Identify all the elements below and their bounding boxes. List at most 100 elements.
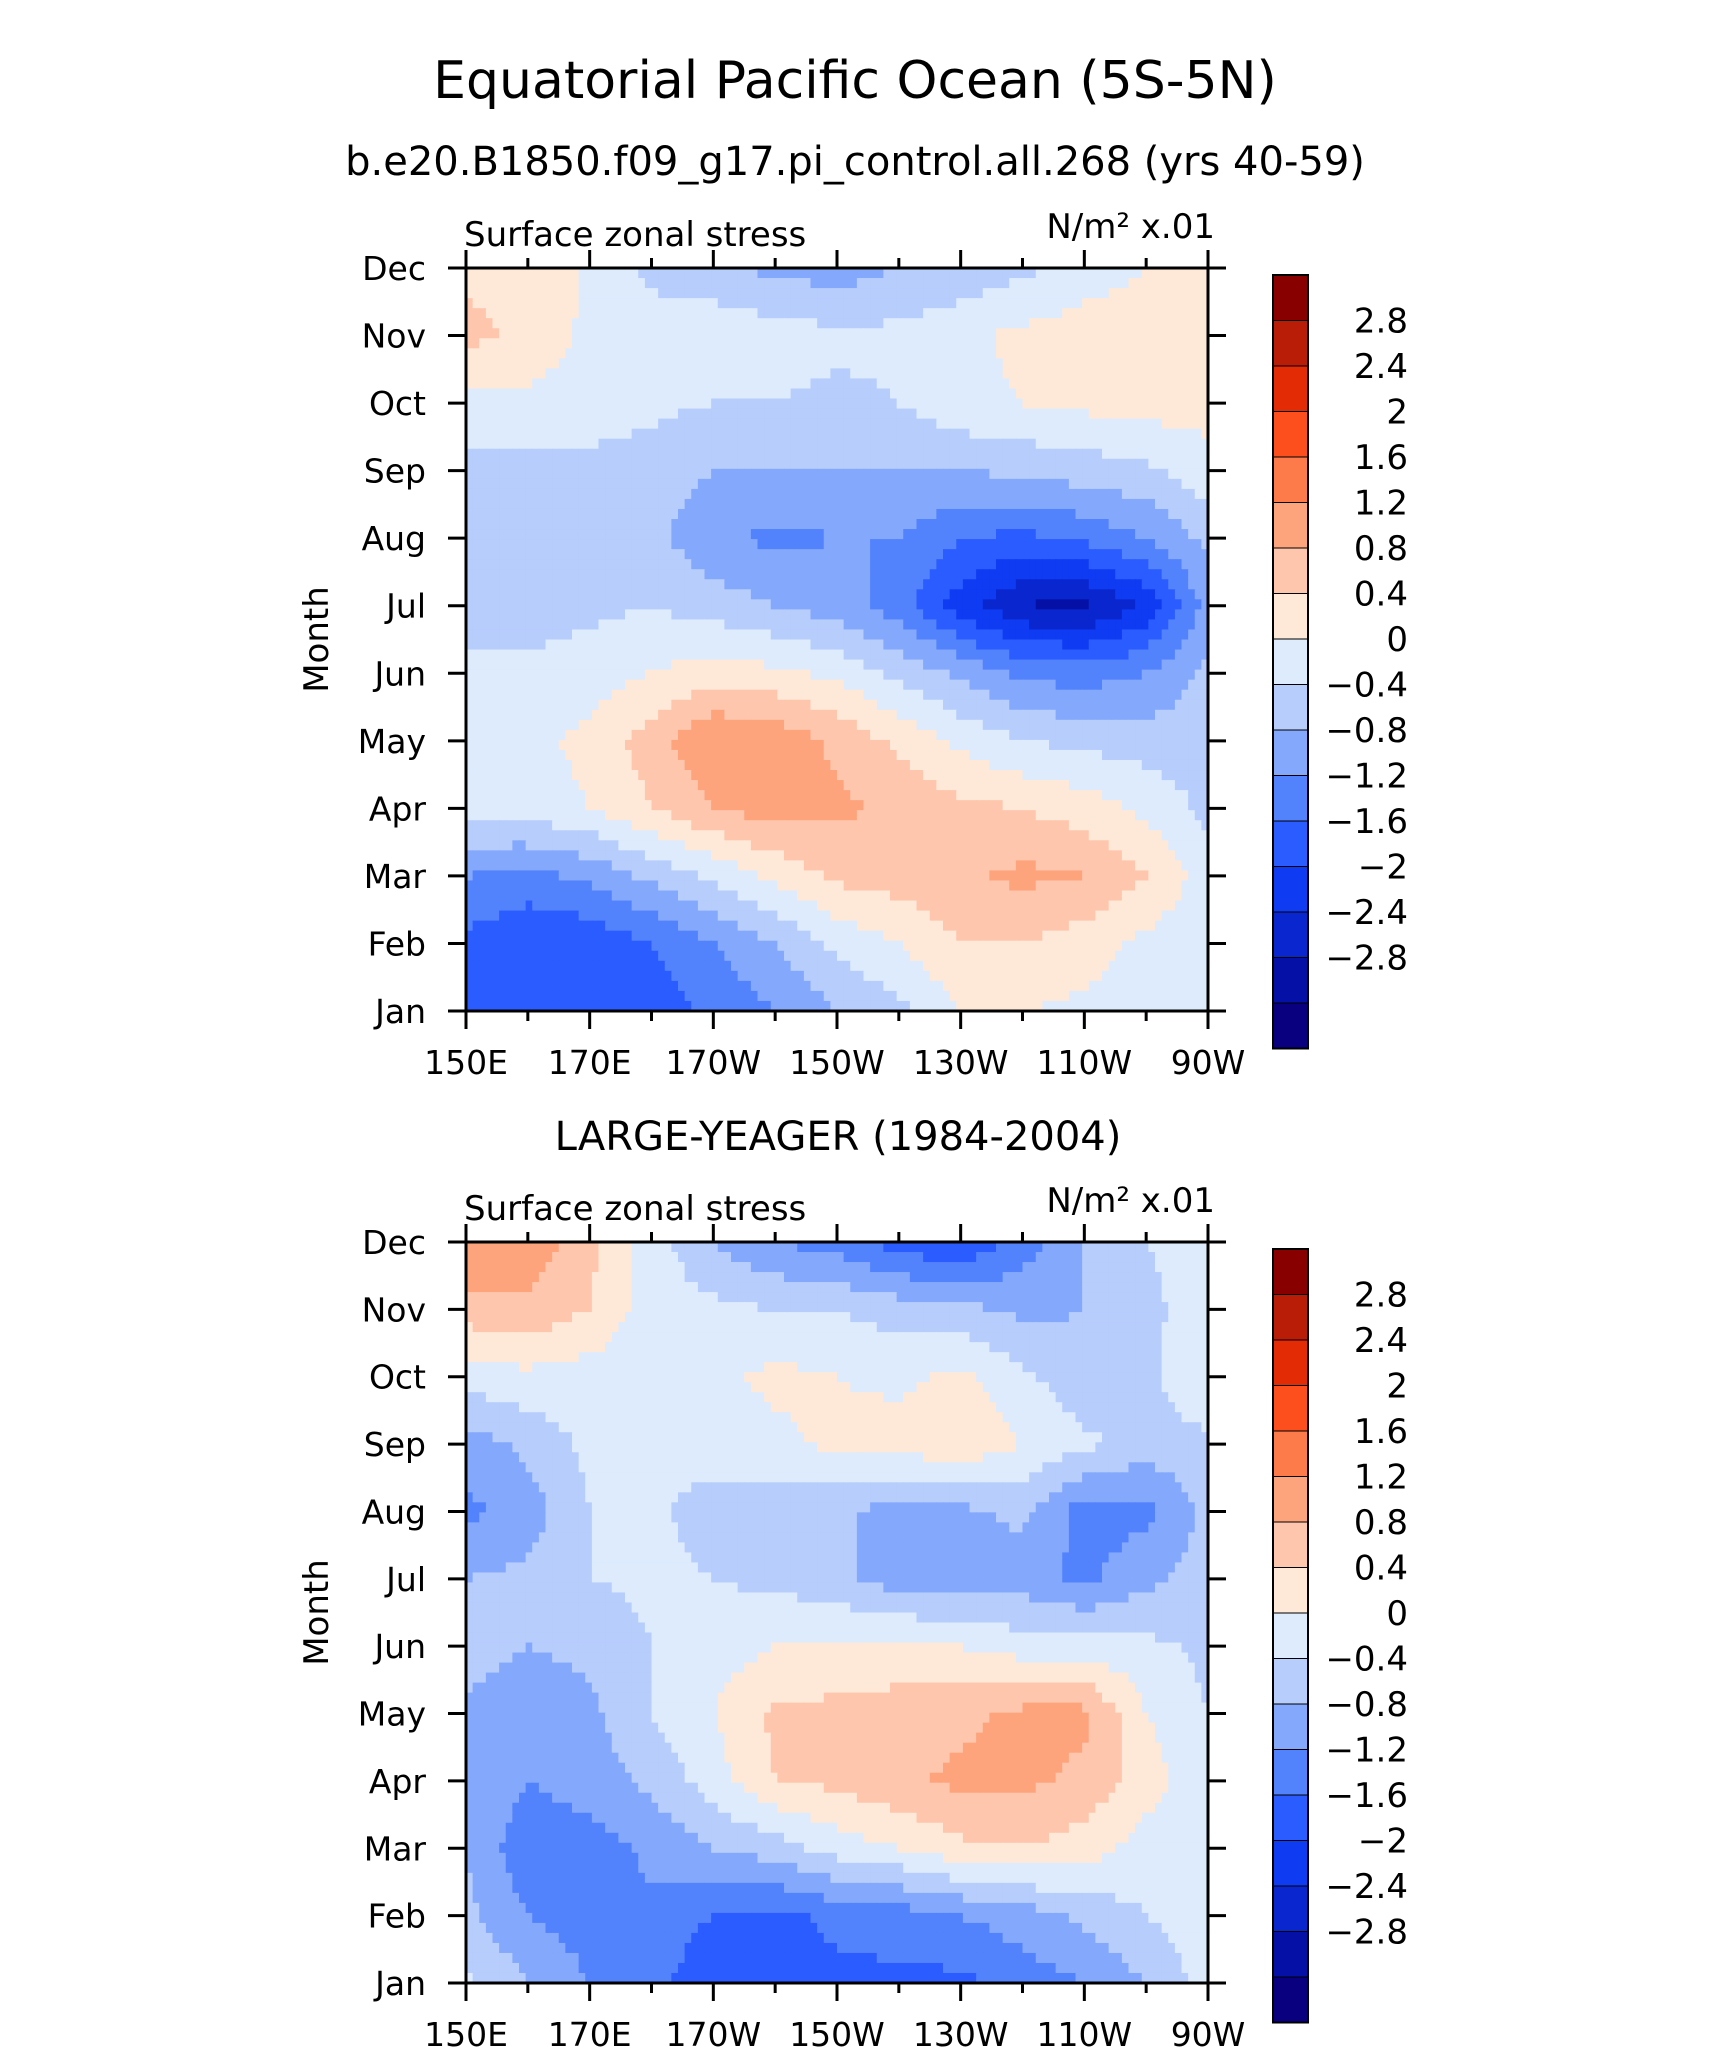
contour-cell — [1049, 418, 1057, 430]
contour-cell — [830, 478, 838, 490]
contour-cell — [538, 268, 547, 279]
contour-cell — [823, 639, 831, 651]
contour-cell — [1029, 448, 1037, 460]
contour-cell — [1148, 488, 1156, 500]
contour-cell — [492, 268, 500, 279]
contour-cell — [863, 669, 871, 681]
contour-cell — [982, 539, 990, 550]
contour-cell — [466, 378, 474, 390]
contour-cell — [943, 609, 951, 621]
contour-cell — [969, 639, 977, 651]
contour-cell — [1174, 549, 1183, 560]
contour-cell — [962, 508, 971, 520]
contour-cell — [591, 328, 600, 339]
contour-cell — [1148, 659, 1156, 671]
contour-cell — [485, 288, 494, 299]
contour-cell — [552, 298, 560, 309]
contour-cell — [691, 669, 699, 681]
contour-cell — [929, 589, 937, 600]
contour-cell — [817, 278, 825, 289]
contour-cell — [750, 328, 759, 339]
contour-cell — [883, 709, 891, 721]
contour-cell — [704, 358, 712, 369]
contour-cell — [1002, 679, 1010, 691]
contour-cell — [764, 609, 772, 621]
contour-cell — [558, 699, 566, 711]
contour-cell — [903, 398, 911, 410]
contour-cell — [784, 418, 792, 430]
contour-cell — [757, 408, 765, 420]
contour-cell — [466, 559, 474, 570]
contour-cell — [790, 649, 798, 661]
contour-cell — [750, 639, 759, 651]
contour-cell — [492, 508, 500, 520]
contour-cell — [1168, 318, 1176, 329]
contour-cell — [572, 478, 580, 490]
contour-cell — [651, 378, 659, 390]
contour-cell — [903, 579, 911, 590]
contour-cell — [837, 368, 845, 380]
contour-cell — [1002, 488, 1010, 500]
contour-cell — [863, 358, 871, 369]
contour-cell — [1055, 619, 1063, 631]
contour-cell — [1188, 468, 1196, 480]
contour-cell — [784, 388, 792, 400]
contour-cell — [505, 288, 513, 299]
contour-cell — [996, 428, 1004, 440]
contour-cell — [671, 629, 679, 641]
contour-cell — [538, 579, 547, 590]
contour-cell — [605, 288, 613, 299]
contour-cell — [1009, 629, 1017, 641]
contour-cell — [863, 378, 871, 390]
contour-cell — [1194, 268, 1202, 279]
contour-cell — [724, 649, 732, 661]
contour-cell — [658, 278, 666, 289]
contour-cell — [598, 498, 606, 510]
contour-cell — [644, 338, 653, 349]
contour-cell — [837, 268, 845, 279]
contour-cell — [1009, 569, 1017, 580]
contour-cell — [936, 408, 944, 420]
contour-cell — [651, 709, 659, 721]
contour-cell — [499, 709, 507, 721]
contour-cell — [664, 529, 672, 540]
contour-cell — [936, 358, 944, 369]
contour-cell — [969, 679, 977, 691]
contour-cell — [823, 318, 831, 329]
contour-cell — [466, 498, 474, 510]
contour-cell — [956, 418, 964, 430]
contour-cell — [870, 388, 878, 400]
contour-cell — [1095, 358, 1103, 369]
contour-cell — [1121, 689, 1130, 701]
contour-cell — [764, 549, 772, 560]
contour-cell — [644, 689, 653, 701]
contour-cell — [1194, 348, 1202, 359]
contour-cell — [631, 649, 639, 661]
contour-cell — [1035, 529, 1043, 540]
contour-cell — [724, 388, 732, 400]
contour-cell — [969, 408, 977, 420]
contour-cell — [585, 448, 593, 460]
contour-cell — [1174, 418, 1183, 430]
contour-cell — [519, 398, 527, 410]
contour-cell — [691, 699, 699, 711]
contour-cell — [697, 328, 706, 339]
contour-cell — [631, 529, 639, 540]
contour-cell — [1068, 589, 1077, 600]
contour-cell — [817, 418, 825, 430]
contour-cell — [1115, 468, 1123, 480]
contour-cell — [724, 358, 732, 369]
contour-cell — [909, 529, 918, 540]
contour-cell — [936, 478, 944, 490]
contour-cell — [883, 549, 891, 560]
contour-cell — [1015, 308, 1024, 319]
contour-cell — [969, 388, 977, 400]
contour-cell — [903, 418, 911, 430]
contour-cell — [1068, 388, 1077, 400]
contour-cell — [472, 378, 480, 390]
contour-cell — [996, 619, 1004, 631]
contour-cell — [552, 348, 560, 359]
contour-cell — [724, 669, 732, 681]
contour-cell — [1188, 418, 1196, 430]
contour-cell — [784, 408, 792, 420]
